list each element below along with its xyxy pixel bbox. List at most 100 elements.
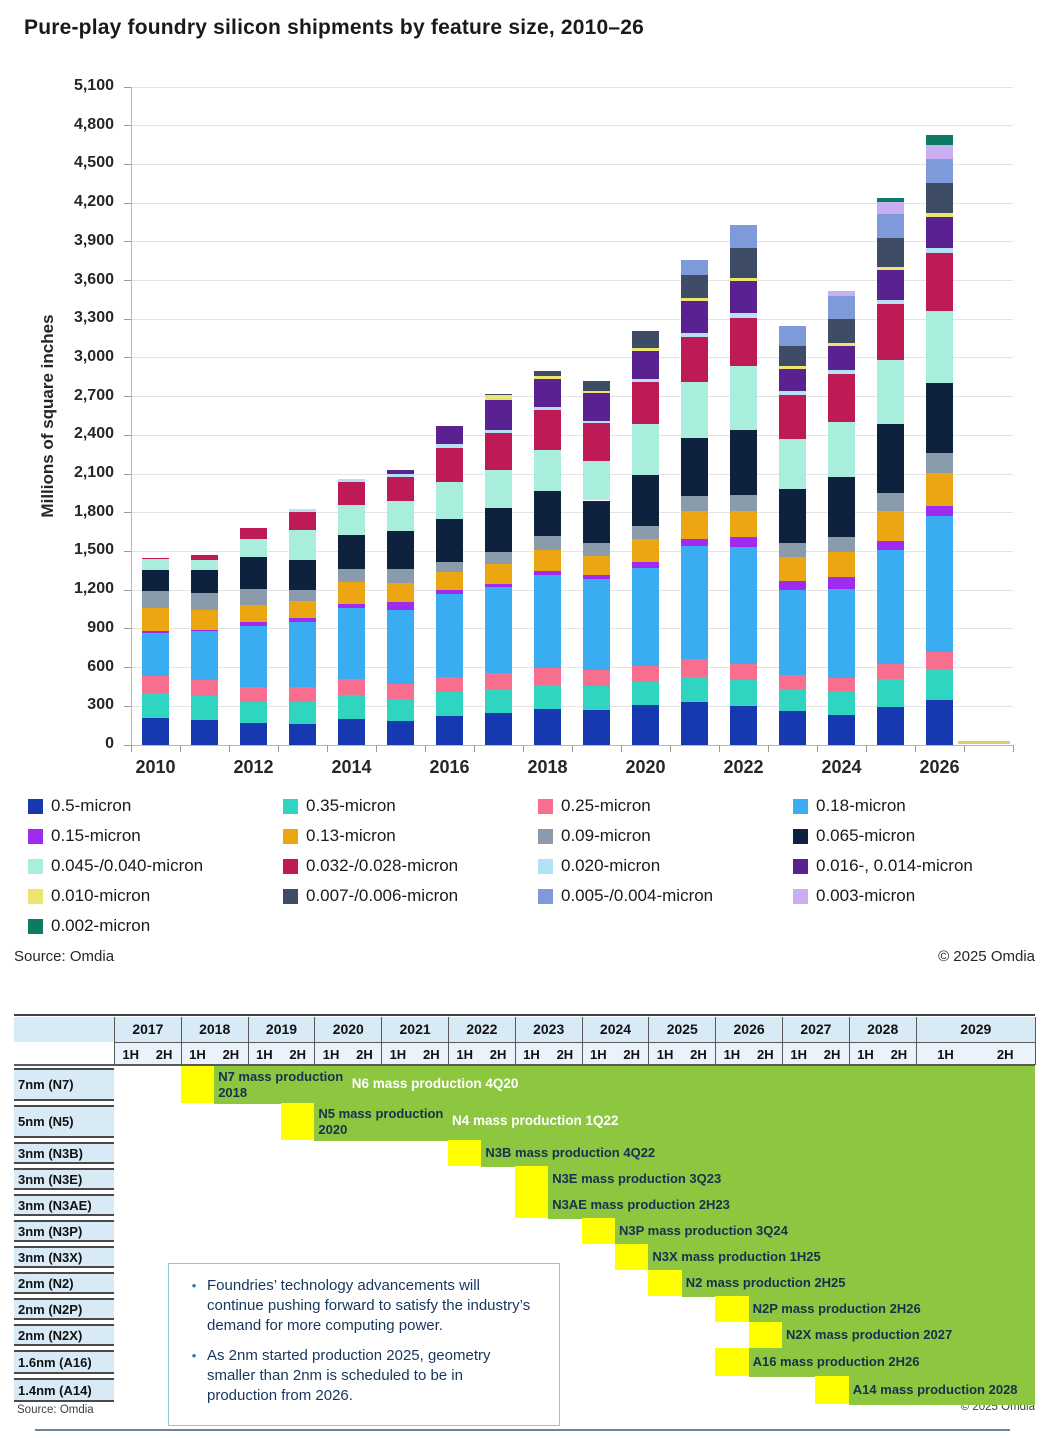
bar-segment [240,539,267,557]
half-header-cell: 1H [381,1043,415,1065]
legend-item: 0.020-micron [538,856,660,876]
half-header-sep [114,1043,115,1065]
half-header-cell: 2H [481,1043,515,1065]
bar-segment [632,348,659,351]
half-header-cell: 1H [247,1043,281,1065]
y-axis-tick [124,628,131,630]
row-label-cell: 1.4nm (A14) [14,1378,114,1402]
row-label-cell: 3nm (N3X) [14,1246,114,1268]
half-header-sep [247,1043,249,1065]
bar-segment [387,477,414,502]
year-header-cell: 2026 [715,1017,782,1042]
bar-segment [534,376,561,380]
header-bottom-rule [14,1064,1035,1066]
production-green-region [848,1376,1035,1405]
bar-segment [828,345,855,370]
bar-segment [681,511,708,539]
bar-segment [387,531,414,569]
bar-segment [191,629,218,632]
bar-segment [681,546,708,659]
bar-segment [926,248,953,254]
page-title: Pure-play foundry silicon shipments by f… [24,16,645,39]
bar-segment [828,369,855,375]
bar-segment [828,588,855,678]
bar-segment [485,394,512,396]
bar-segment [632,682,659,705]
bottom-rule [35,1429,1010,1431]
row-label-cell: 1.6nm (A16) [14,1350,114,1374]
legend-item: 0.35-micron [283,796,396,816]
legend-label: 0.13-micron [306,826,396,845]
x-axis-tick [866,745,867,752]
half-header-sep [381,1043,383,1065]
bar-segment [338,719,365,745]
y-tick-label: 4,200 [73,193,114,211]
bar-segment [485,583,512,587]
half-header-cell: 2H [347,1043,382,1065]
bar-segment [730,317,757,366]
half-header-cell: 1H [314,1043,348,1065]
bar-segment [779,368,806,391]
bar-segment [779,557,806,582]
y-tick-label: 600 [87,657,114,675]
bar-segment [681,495,708,512]
bar-segment [436,426,463,444]
production-note: A16 mass production 2H26 [752,1354,920,1369]
x-axis-tick [180,745,181,752]
risk-production-cell [648,1270,682,1296]
bar-segment [632,378,659,382]
production-green-region [548,1166,1035,1193]
half-header-sep [180,1043,182,1065]
bar-segment [877,510,904,541]
x-tick-label: 2022 [723,757,764,777]
production-note: N2P mass production 2H26 [752,1301,921,1316]
legend-item: 0.002-micron [28,916,150,936]
half-header-cell: 2H [147,1043,181,1065]
legend-swatch [538,888,553,904]
bar-segment [681,677,708,703]
half-header-cell: 2H [414,1043,448,1065]
bar-segment [926,515,953,653]
y-axis-tick [124,202,131,204]
y-tick-label: 4,500 [73,154,114,172]
bar-segment [338,695,365,720]
bar-segment [681,702,708,745]
bar-segment [828,577,855,589]
bar-segment [926,253,953,312]
bar-segment [436,443,463,448]
bar-segment [436,572,463,591]
bar-segment [534,379,561,407]
bar-segment [289,559,316,590]
bullet-item: • Foundries’ technology advancements wil… [181,1276,549,1335]
bar-segment [730,680,757,707]
y-axis-tick [124,744,131,746]
bar-segment [534,570,561,575]
table-top-rule [14,1014,1035,1016]
bar-segment [485,673,512,689]
bar-segment [779,366,806,369]
bar-segment [485,508,512,553]
bar-segment [142,591,169,609]
bar-segment [779,543,806,558]
bar-segment [240,605,267,622]
production-green-region [481,1140,1035,1167]
bar-segment [926,311,953,384]
row-label-cell: 5nm (N5) [14,1105,114,1138]
bar-segment [877,664,904,680]
y-tick-label: 4,800 [73,115,114,133]
bar-segment [730,313,757,318]
bar-segment [926,145,953,160]
bar-segment [828,318,855,344]
bar-segment [828,537,855,553]
bar-segment [142,717,169,745]
bar-segment [583,460,610,501]
bar-segment [485,399,512,430]
bar-segment [142,559,169,570]
bar-segment [632,381,659,425]
bar-segment [926,183,953,214]
bar-segment [387,470,414,475]
production-green-region [748,1348,1035,1377]
y-tick-label: 2,400 [73,425,114,443]
y-tick-label: 300 [87,696,114,714]
legend-label: 0.005-/0.004-micron [561,886,714,905]
